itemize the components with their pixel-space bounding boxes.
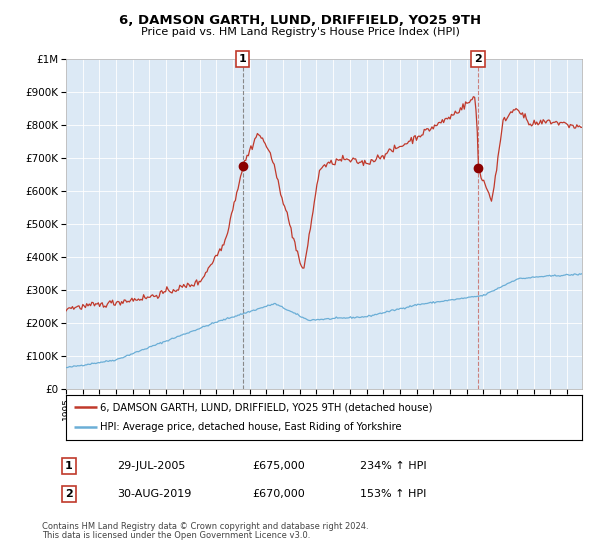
Text: 30-AUG-2019: 30-AUG-2019 [117, 489, 191, 499]
Text: 6, DAMSON GARTH, LUND, DRIFFIELD, YO25 9TH (detached house): 6, DAMSON GARTH, LUND, DRIFFIELD, YO25 9… [100, 402, 432, 412]
Text: 1: 1 [239, 54, 247, 64]
Text: 153% ↑ HPI: 153% ↑ HPI [360, 489, 427, 499]
Text: 1: 1 [65, 461, 73, 471]
Text: 2: 2 [474, 54, 482, 64]
Text: 2: 2 [65, 489, 73, 499]
Text: Price paid vs. HM Land Registry's House Price Index (HPI): Price paid vs. HM Land Registry's House … [140, 27, 460, 37]
Text: 6, DAMSON GARTH, LUND, DRIFFIELD, YO25 9TH: 6, DAMSON GARTH, LUND, DRIFFIELD, YO25 9… [119, 14, 481, 27]
Text: 29-JUL-2005: 29-JUL-2005 [117, 461, 185, 471]
Text: This data is licensed under the Open Government Licence v3.0.: This data is licensed under the Open Gov… [42, 531, 310, 540]
Text: HPI: Average price, detached house, East Riding of Yorkshire: HPI: Average price, detached house, East… [100, 422, 401, 432]
Text: £670,000: £670,000 [252, 489, 305, 499]
Text: £675,000: £675,000 [252, 461, 305, 471]
Text: 234% ↑ HPI: 234% ↑ HPI [360, 461, 427, 471]
Text: Contains HM Land Registry data © Crown copyright and database right 2024.: Contains HM Land Registry data © Crown c… [42, 522, 368, 531]
